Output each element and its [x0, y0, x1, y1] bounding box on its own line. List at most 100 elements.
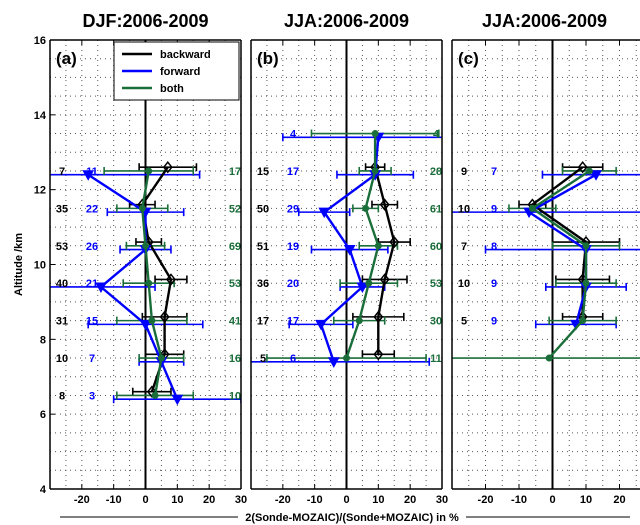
panel-title: JJA:2006-2009 [482, 11, 607, 31]
x-tick-label: 20 [613, 494, 625, 506]
x-tick-label: -20 [478, 494, 494, 506]
count-both: 53 [430, 278, 442, 290]
x-tick-label: -10 [106, 494, 122, 506]
count-backward: 35 [56, 203, 68, 215]
x-tick-label: 10 [171, 494, 183, 506]
data-point [362, 204, 370, 212]
count-forward: 3 [89, 390, 95, 402]
x-tick-label: 10 [580, 494, 592, 506]
x-tick-label: 30 [235, 494, 247, 506]
x-tick-label: 0 [142, 494, 148, 506]
data-point [343, 245, 356, 256]
data-point [365, 279, 373, 287]
series-both-line [138, 167, 165, 399]
data-point [315, 319, 327, 331]
count-forward: 4 [290, 129, 297, 141]
count-backward: 40 [56, 278, 68, 290]
count-forward: 9 [491, 278, 497, 290]
count-backward: 51 [257, 241, 269, 253]
x-tick-label: -10 [511, 494, 527, 506]
legend-label: backward [160, 49, 211, 61]
data-point [379, 198, 390, 211]
count-backward: 10 [458, 203, 470, 215]
data-point [327, 357, 340, 368]
y-tick-label: 10 [34, 260, 46, 272]
count-backward: 5 [461, 316, 467, 328]
data-point [318, 207, 331, 219]
series-forward [50, 170, 241, 404]
data-point [528, 204, 536, 212]
count-both: 53 [229, 278, 241, 290]
count-backward: 5 [260, 353, 266, 365]
count-backward: 9 [461, 166, 467, 178]
count-forward: 19 [287, 241, 299, 253]
legend-label: forward [160, 66, 200, 78]
count-both: 4 [433, 129, 440, 141]
data-point [545, 354, 553, 362]
x-tick-label: 10 [372, 494, 384, 506]
count-both: 17 [229, 166, 241, 178]
data-point [142, 242, 149, 250]
data-point [95, 282, 107, 293]
series-backward [518, 163, 621, 321]
panel-label: (a) [56, 49, 77, 68]
data-point [139, 319, 152, 331]
data-point [148, 317, 156, 325]
count-forward: 17 [287, 166, 299, 178]
data-point [389, 235, 400, 249]
legend-label: both [160, 83, 184, 95]
count-both: 61 [430, 203, 442, 215]
panel-label: (b) [257, 49, 279, 68]
count-forward: 21 [86, 278, 98, 290]
count-backward: 15 [257, 166, 269, 178]
series-both-line [343, 130, 382, 362]
legend: backward forward both [113, 41, 240, 101]
count-both: 16 [229, 353, 241, 365]
count-backward: 50 [257, 203, 269, 215]
data-point [343, 354, 350, 362]
count-forward: 6 [290, 353, 296, 365]
data-point [151, 391, 159, 399]
series-line [373, 166, 396, 355]
count-backward: 7 [461, 241, 467, 253]
x-tick-label: 0 [549, 494, 555, 506]
series-both-line [528, 167, 593, 362]
count-both: 11 [430, 353, 442, 365]
count-backward: 10 [458, 278, 470, 290]
count-forward: 29 [287, 203, 299, 215]
data-point [145, 279, 153, 287]
count-both: 60 [430, 241, 442, 253]
count-forward: 20 [287, 278, 299, 290]
data-point [582, 279, 590, 287]
data-point [171, 394, 184, 406]
data-point [371, 167, 379, 175]
y-tick-label: 4 [40, 484, 47, 496]
count-backward: 31 [56, 316, 68, 328]
data-point [355, 317, 363, 325]
count-both: 69 [229, 241, 241, 253]
y-tick-label: 6 [40, 409, 46, 421]
count-both: 52 [229, 203, 241, 215]
data-point [157, 354, 165, 362]
series-forward [452, 170, 640, 329]
y-tick-label: 14 [34, 110, 47, 122]
x-axis-label: 2(Sonde-MOZAIC)/(Sonde+MOZAIC) in % [245, 512, 459, 524]
data-point [145, 167, 153, 175]
y-tick-label: 16 [34, 35, 46, 47]
y-tick-label: 12 [34, 185, 46, 197]
count-forward: 7 [491, 166, 497, 178]
x-tick-label: 30 [436, 494, 448, 506]
data-point [138, 204, 146, 212]
count-forward: 26 [86, 241, 98, 253]
panel-label: (c) [458, 49, 479, 68]
count-forward: 11 [86, 166, 98, 178]
data-point [356, 282, 369, 293]
data-point [577, 161, 588, 174]
series-both [452, 166, 640, 359]
plot-area: 7 11 17 35 22 52 53 26 69 40 21 53 31 15 41 10 7 16 8 3 10 [50, 40, 241, 489]
count-forward: 9 [491, 203, 497, 215]
data-point [159, 310, 170, 324]
count-backward: 17 [257, 316, 269, 328]
data-point [374, 242, 382, 250]
